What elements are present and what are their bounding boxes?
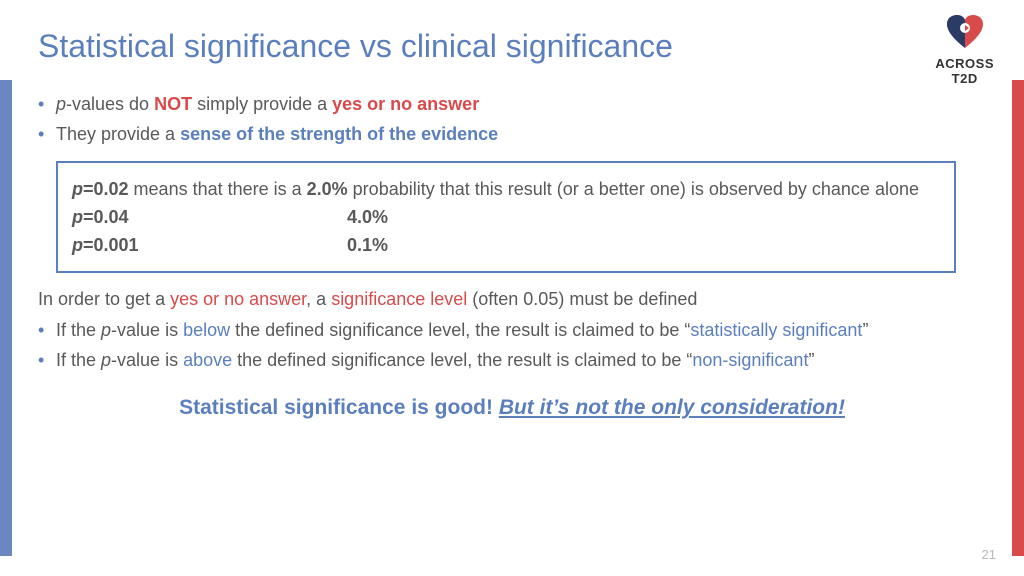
top-bullets: p-values do NOT simply provide a yes or … (38, 92, 986, 147)
heart-icon (945, 14, 985, 50)
text: (often 0.05) must be defined (467, 289, 697, 309)
text: , a (306, 289, 331, 309)
yes-no-emph: yes or no answer (332, 94, 479, 114)
stat-sig-blue: statistically significant (690, 320, 862, 340)
stripe-left (0, 80, 12, 556)
p-italic: p (72, 207, 83, 227)
p-eq: =0.04 (83, 207, 129, 227)
p-italic: p (72, 179, 83, 199)
text: They provide a (56, 124, 180, 144)
pct: 2.0% (307, 179, 348, 199)
bullet-above: If the p-value is above the defined sign… (38, 348, 986, 372)
conclusion: Statistical significance is good! But it… (38, 394, 986, 422)
page-number: 21 (982, 547, 996, 562)
text: means that there is a (129, 179, 307, 199)
pbox-row-3: p=0.001 0.1% (72, 233, 940, 257)
text: -value is (111, 320, 183, 340)
text: simply provide a (192, 94, 332, 114)
conclusion-a: Statistical significance is good! (179, 396, 499, 419)
p-italic: p (56, 94, 66, 114)
slide: Statistical significance vs clinical sig… (0, 0, 1024, 576)
p-eq: =0.02 (83, 179, 129, 199)
text: -value is (111, 350, 183, 370)
bullet-1: p-values do NOT simply provide a yes or … (38, 92, 986, 116)
bottom-bullets: If the p-value is below the defined sign… (38, 318, 986, 373)
pct: 0.1% (347, 233, 388, 257)
text: the defined significance level, the resu… (230, 320, 690, 340)
conclusion-b: But it’s not the only consideration! (499, 396, 845, 419)
logo-line2: T2D (935, 72, 994, 85)
p-italic: p (72, 235, 83, 255)
brand-logo: ACROSS T2D (935, 14, 994, 85)
bullet-below: If the p-value is below the defined sign… (38, 318, 986, 342)
p-italic: p (101, 350, 111, 370)
bullet-2: They provide a sense of the strength of … (38, 122, 986, 146)
text: In order to get a (38, 289, 170, 309)
intro-line: In order to get a yes or no answer, a si… (38, 287, 986, 311)
non-sig-blue: non-significant (692, 350, 808, 370)
strength-emph: sense of the strength of the evidence (180, 124, 498, 144)
text: If the (56, 350, 101, 370)
p-eq: =0.001 (83, 235, 139, 255)
text: ” (862, 320, 868, 340)
yes-no-red: yes or no answer (170, 289, 306, 309)
logo-line1: ACROSS (935, 57, 994, 70)
not-emph: NOT (154, 94, 192, 114)
p-value-box: p=0.02 means that there is a 2.0% probab… (56, 161, 956, 274)
text: the defined significance level, the resu… (232, 350, 692, 370)
pct: 4.0% (347, 205, 388, 229)
below-blue: below (183, 320, 230, 340)
pbox-row-1: p=0.02 means that there is a 2.0% probab… (72, 177, 940, 201)
slide-title: Statistical significance vs clinical sig… (38, 28, 673, 65)
text: -values do (66, 94, 154, 114)
text: If the (56, 320, 101, 340)
p-italic: p (101, 320, 111, 340)
pbox-row-2: p=0.04 4.0% (72, 205, 940, 229)
above-blue: above (183, 350, 232, 370)
content-area: p-values do NOT simply provide a yes or … (38, 92, 986, 423)
sig-level-red: significance level (331, 289, 467, 309)
text: ” (808, 350, 814, 370)
text: probability that this result (or a bette… (348, 179, 919, 199)
stripe-right (1012, 80, 1024, 556)
